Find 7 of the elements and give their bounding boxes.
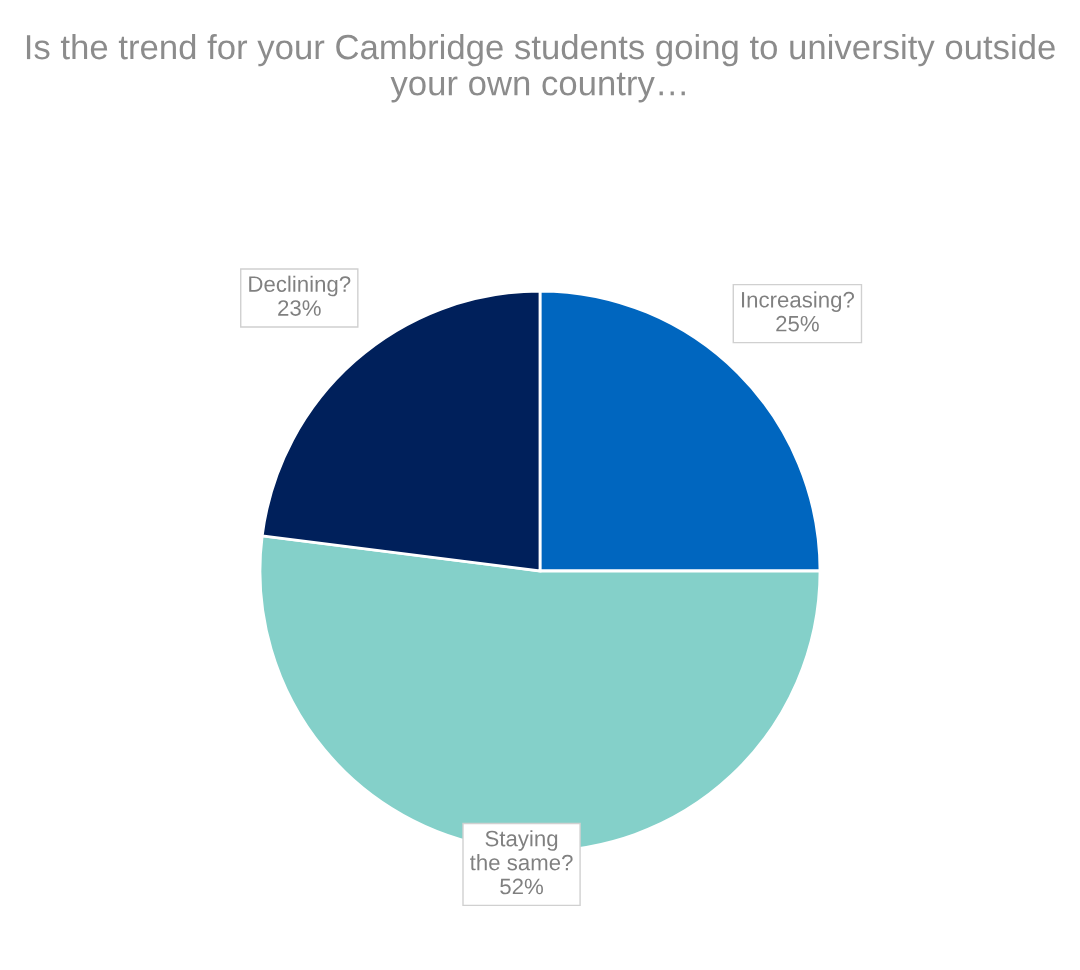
slice-label: Declining? [249,275,351,297]
data-label: 25% [776,315,819,332]
slice-label: Increasing? [742,291,855,312]
data-label: 23% [278,300,321,316]
slice-label: Staying the same? [470,830,573,871]
data-label: 52% [500,878,543,895]
chart-title: Is the trend for your Cambridge students going to university outside your own country… [26,33,1055,103]
